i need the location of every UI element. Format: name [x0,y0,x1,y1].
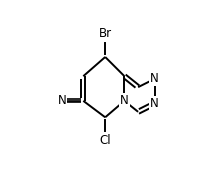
Text: Cl: Cl [99,134,111,147]
Text: N: N [150,72,159,85]
Text: Br: Br [99,27,112,40]
Text: N: N [150,97,159,110]
Text: N: N [57,94,66,107]
Text: N: N [120,94,129,107]
